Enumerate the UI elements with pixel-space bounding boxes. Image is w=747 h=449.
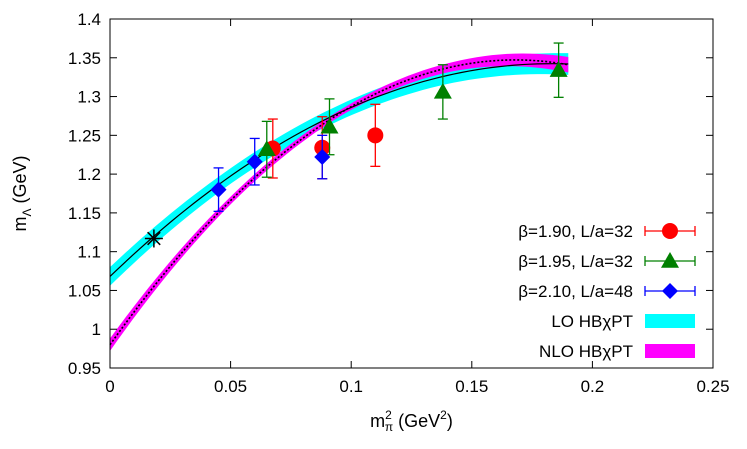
y-tick-label: 1 [92, 320, 101, 339]
x-tick-label: 0.2 [581, 377, 605, 396]
tick-labels: 0 0.05 0.1 0.15 0.2 0.25 0.95 1 1.05 1.1 1.15 1.2 1.… [68, 10, 730, 396]
legend-label: β=1.95, L/a=32 [518, 252, 633, 271]
x-tick-label: 0.05 [214, 377, 247, 396]
data-point-triangle [320, 117, 339, 134]
legend: β=1.90, L/a=32 β=1.95, L/a=32 β=2.10, L/a=… [518, 222, 696, 361]
legend-marker-triangle [661, 252, 679, 268]
lo-central-curve [109, 63, 569, 277]
legend-label: β=2.10, L/a=48 [518, 282, 633, 301]
lo-band [110, 53, 569, 286]
x-tick-label: 0.15 [455, 377, 488, 396]
legend-marker-diamond [662, 283, 678, 299]
y-tick-label: 0.95 [68, 359, 101, 378]
y-tick-label: 1.3 [77, 88, 101, 107]
data-point-circle [367, 127, 384, 144]
y-tick-label: 1.4 [77, 10, 101, 29]
x-tick-label: 0.25 [696, 377, 729, 396]
data-point-triangle [257, 140, 276, 157]
legend-marker-circle [662, 223, 678, 239]
x-axis-label: m2 π (GeV2) [370, 408, 453, 434]
x-tick-label: 0 [105, 377, 114, 396]
data-point-diamond [314, 149, 331, 166]
data-point-diamond [210, 181, 227, 198]
physical-point-marker [144, 229, 163, 248]
legend-label: β=1.90, L/a=32 [518, 222, 633, 241]
nlo-band [110, 53, 569, 351]
fit-curves [109, 59, 569, 346]
legend-label: NLO HBχPT [539, 342, 633, 361]
legend-label: LO HBχPT [551, 312, 633, 331]
plot-frame [109, 18, 714, 369]
nlo-central-curve [109, 59, 569, 346]
asterisk-stroke [147, 231, 161, 246]
data-point-diamond [246, 153, 263, 170]
axis-ticks [109, 18, 714, 369]
y-axis-label: mΛ (GeV) [10, 155, 34, 231]
y-tick-label: 1.15 [68, 204, 101, 223]
y-tick-label: 1.35 [68, 49, 101, 68]
y-tick-label: 1.25 [68, 126, 101, 145]
data-points [144, 42, 568, 248]
legend-swatch-band [645, 314, 695, 328]
y-tick-label: 1.2 [77, 165, 101, 184]
fit-bands [110, 53, 569, 351]
y-tick-label: 1.05 [68, 281, 101, 300]
x-tick-label: 0.1 [339, 377, 363, 396]
y-tick-label: 1.1 [77, 243, 101, 262]
legend-swatch-band [645, 344, 695, 358]
data-point-triangle [549, 61, 568, 77]
data-point-triangle [433, 82, 452, 99]
